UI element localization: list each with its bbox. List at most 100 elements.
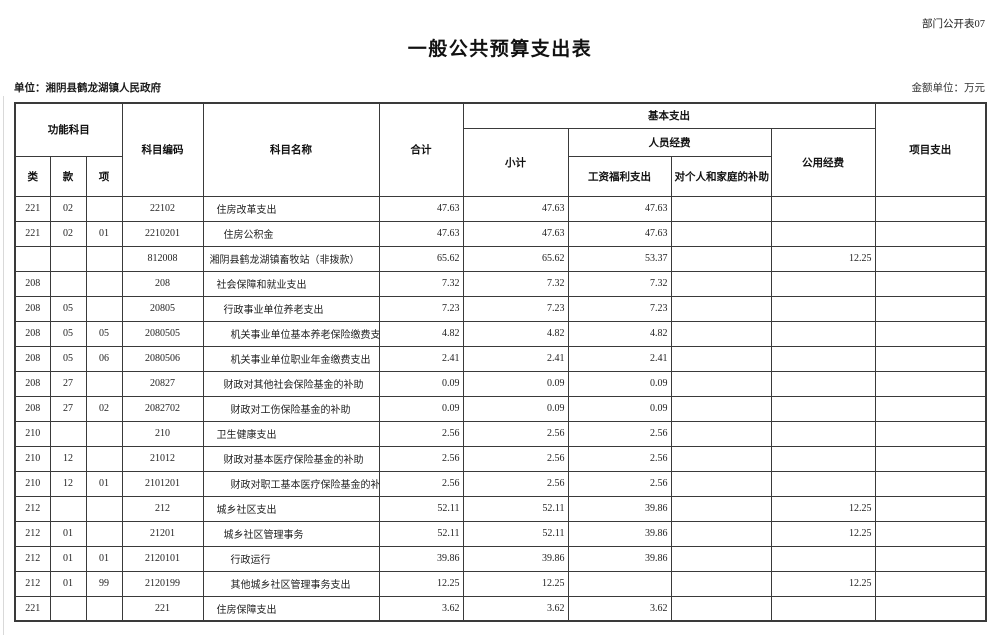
cell-category: 212 <box>14 495 51 522</box>
cell-public-expenses <box>770 195 876 222</box>
cell-category: 212 <box>14 570 51 597</box>
cell-subject-name: 行政事业单位养老支出 <box>202 295 380 322</box>
cell-subtotal: 4.82 <box>462 320 569 347</box>
table-row: 210 12 01 2101201 财政对职工基本医疗保险基金的补助 2.56 … <box>14 470 987 497</box>
header-sub-item: 项 <box>85 155 123 197</box>
cell-sub-item <box>85 245 123 272</box>
cell-category: 221 <box>14 195 51 222</box>
cell-project-expenditure <box>874 295 987 322</box>
cell-item: 05 <box>49 320 87 347</box>
amount-unit-label: 金额单位：万元 <box>911 83 986 94</box>
cell-total: 47.63 <box>378 195 464 222</box>
cell-item: 01 <box>49 570 87 597</box>
cell-category: 210 <box>14 420 51 447</box>
cell-subject-code: 2082702 <box>121 395 204 422</box>
cell-family-subsidy <box>670 470 772 497</box>
cell-category: 210 <box>14 445 51 472</box>
cell-subtotal: 52.11 <box>462 495 569 522</box>
page-title: 一般公共预算支出表 <box>407 39 593 60</box>
cell-subject-name: 机关事业单位基本养老保险缴费支出 <box>202 320 380 347</box>
header-public-expenses: 公用经费 <box>770 127 876 197</box>
cell-wage-welfare: 0.09 <box>567 395 672 422</box>
table-row: 208 27 20827 财政对其他社会保险基金的补助 0.09 0.09 0.… <box>14 370 987 397</box>
cell-subject-code: 22102 <box>121 195 204 222</box>
cell-subject-code: 2210201 <box>121 220 204 247</box>
cell-sub-item <box>85 445 123 472</box>
cell-sub-item: 01 <box>85 220 123 247</box>
cell-subtotal: 0.09 <box>462 395 569 422</box>
cell-sub-item <box>85 270 123 297</box>
cell-category: 208 <box>14 370 51 397</box>
cell-family-subsidy <box>670 520 772 547</box>
cell-subject-code: 2080506 <box>121 345 204 372</box>
cell-total: 52.11 <box>378 520 464 547</box>
cell-wage-welfare: 2.56 <box>567 445 672 472</box>
cell-subject-name: 财政对职工基本医疗保险基金的补助 <box>202 470 380 497</box>
cell-total: 3.62 <box>378 595 464 622</box>
header-family-subsidy: 对个人和家庭的补助 <box>670 155 772 197</box>
cell-subject-name: 城乡社区管理事务 <box>202 520 380 547</box>
cell-family-subsidy <box>670 320 772 347</box>
cell-sub-item <box>85 370 123 397</box>
header-basic-expenditure: 基本支出 <box>462 102 876 129</box>
cell-public-expenses <box>770 545 876 572</box>
cell-item: 05 <box>49 295 87 322</box>
cell-wage-welfare <box>567 570 672 597</box>
table-row: 208 27 02 2082702 财政对工伤保险基金的补助 0.09 0.09… <box>14 395 987 422</box>
cell-subject-name: 财政对基本医疗保险基金的补助 <box>202 445 380 472</box>
cell-sub-item: 06 <box>85 345 123 372</box>
cell-subject-code: 2080505 <box>121 320 204 347</box>
cell-public-expenses <box>770 320 876 347</box>
cell-subtotal: 0.09 <box>462 370 569 397</box>
cell-sub-item: 99 <box>85 570 123 597</box>
cell-wage-welfare: 3.62 <box>567 595 672 622</box>
cell-subject-code: 20805 <box>121 295 204 322</box>
cell-subject-code: 212 <box>121 495 204 522</box>
cell-subject-code: 21201 <box>121 520 204 547</box>
cell-total: 2.41 <box>378 345 464 372</box>
header-project-expenditure: 项目支出 <box>874 102 987 197</box>
cell-project-expenditure <box>874 495 987 522</box>
cell-public-expenses: 12.25 <box>770 570 876 597</box>
header-functional-subject: 功能科目 <box>14 102 123 157</box>
table-row: 221 02 22102 住房改革支出 47.63 47.63 47.63 <box>14 195 987 222</box>
cell-family-subsidy <box>670 245 772 272</box>
table-row: 208 05 05 2080505 机关事业单位基本养老保险缴费支出 4.82 … <box>14 320 987 347</box>
cell-subject-name: 其他城乡社区管理事务支出 <box>202 570 380 597</box>
cell-item <box>49 495 87 522</box>
cell-project-expenditure <box>874 320 987 347</box>
cell-subtotal: 2.56 <box>462 470 569 497</box>
cell-total: 2.56 <box>378 470 464 497</box>
cell-total: 12.25 <box>378 570 464 597</box>
cell-project-expenditure <box>874 520 987 547</box>
cell-item: 02 <box>49 220 87 247</box>
cell-subtotal: 2.56 <box>462 445 569 472</box>
cell-project-expenditure <box>874 545 987 572</box>
cell-public-expenses <box>770 470 876 497</box>
cell-subject-code: 2120101 <box>121 545 204 572</box>
cell-sub-item: 05 <box>85 320 123 347</box>
cell-wage-welfare: 2.41 <box>567 345 672 372</box>
cell-subject-name: 行政运行 <box>202 545 380 572</box>
cell-subtotal: 65.62 <box>462 245 569 272</box>
cell-public-expenses <box>770 270 876 297</box>
cell-category: 212 <box>14 545 51 572</box>
cell-subject-name: 住房公积金 <box>202 220 380 247</box>
table-row: 210 12 21012 财政对基本医疗保险基金的补助 2.56 2.56 2.… <box>14 445 987 472</box>
cell-wage-welfare: 39.86 <box>567 495 672 522</box>
cell-project-expenditure <box>874 220 987 247</box>
cell-public-expenses: 12.25 <box>770 520 876 547</box>
cell-subject-name: 财政对其他社会保险基金的补助 <box>202 370 380 397</box>
cell-total: 52.11 <box>378 495 464 522</box>
cell-public-expenses <box>770 420 876 447</box>
cell-public-expenses <box>770 595 876 622</box>
cell-subject-name: 卫生健康支出 <box>202 420 380 447</box>
cell-category: 208 <box>14 345 51 372</box>
cell-project-expenditure <box>874 245 987 272</box>
cell-sub-item: 02 <box>85 395 123 422</box>
cell-subject-code: 21012 <box>121 445 204 472</box>
cell-project-expenditure <box>874 345 987 372</box>
cell-subtotal: 12.25 <box>462 570 569 597</box>
cell-total: 7.32 <box>378 270 464 297</box>
cell-subject-name: 住房保障支出 <box>202 595 380 622</box>
